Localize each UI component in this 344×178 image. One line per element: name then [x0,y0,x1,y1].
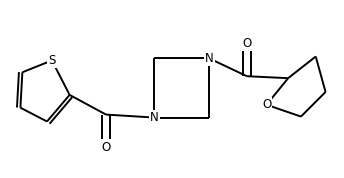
Text: S: S [48,54,56,67]
Text: O: O [262,98,271,111]
Text: N: N [150,111,159,124]
Text: O: O [101,141,111,154]
Text: O: O [242,37,251,50]
Text: N: N [205,52,214,65]
